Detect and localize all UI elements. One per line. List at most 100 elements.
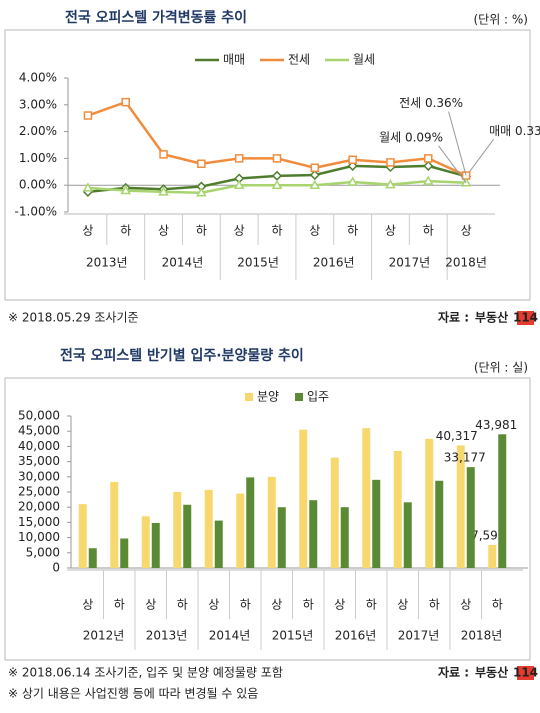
leader-line [438,145,467,184]
data-label: 40,317 [436,429,478,443]
y-tick-label: -1.00% [15,205,57,219]
group-label: 2014년 [209,629,251,643]
bar [120,538,129,568]
data-label: 전세 0.36% [399,96,463,110]
x-tick-label: 하 [120,224,131,238]
marker [386,158,395,167]
y-tick-label: 50,000 [18,409,60,423]
x-tick-label: 상 [271,598,282,612]
bar [393,450,402,568]
y-tick-label: 10,000 [18,530,60,544]
x-tick-label: 하 [347,224,358,238]
x-tick-label: 하 [303,598,314,612]
bar [277,507,286,568]
data-label: 7,599 [471,528,505,542]
group-label: 2016년 [335,629,377,643]
marker [272,154,282,163]
bar [204,489,213,568]
bar [214,520,223,568]
bar [498,434,507,568]
bar [309,500,318,568]
x-tick-label: 상 [309,224,320,238]
legend-label: 매매 [223,53,245,67]
source-logo-box [517,666,534,680]
data-label: 33,177 [444,451,486,465]
marker [197,159,206,169]
bar [330,457,339,568]
marker [271,179,283,189]
x-tick-label: 상 [385,224,396,238]
x-tick-label: 상 [82,598,93,612]
marker [82,182,94,192]
group-label: 2013년 [86,256,128,270]
y-tick-label: 40,000 [18,439,60,453]
unit-label: (단위 : %) [473,13,528,27]
bar [236,493,245,568]
group-label: 2013년 [146,629,188,643]
marker [310,163,320,173]
bar [340,507,349,568]
bar [246,477,255,568]
legend-label: 입주 [307,390,329,404]
footnote: ※ 2018.05.29 조사기준 [8,311,139,325]
x-tick-label: 상 [208,598,219,612]
unit-label: (단위 : 실) [474,361,528,375]
marker [385,179,396,189]
leader-line [465,139,494,177]
group-label: 2015년 [272,629,314,643]
y-tick-label: 45,000 [18,424,60,438]
y-tick-label: 30,000 [18,469,60,483]
source-logo-box [517,311,534,325]
bar [425,438,434,568]
chart-frame [4,377,531,661]
marker [422,175,434,185]
bar [456,445,465,568]
data-label: 43,981 [475,418,517,432]
y-tick-label: 20,000 [18,500,60,514]
y-tick-label: 15,000 [18,515,60,529]
chart-title: 전국 오피스텔 가격변동률 추이 [65,9,247,26]
bar [403,502,412,568]
marker [83,111,93,120]
x-tick-label: 상 [460,598,471,612]
marker [196,187,207,197]
bar [466,467,475,568]
y-tick-label: 4.00% [19,71,57,85]
marker [423,160,434,171]
footnote: ※ 2018.06.14 조사기준, 입주 및 분양 예정물량 포함 [8,666,283,680]
marker [347,176,358,186]
x-tick-label: 하 [114,598,125,612]
group-label: 2016년 [313,256,355,270]
x-tick-label: 하 [196,224,207,238]
bar [372,479,381,568]
x-tick-label: 하 [240,598,251,612]
bar [78,504,87,568]
y-tick-label: 1.00% [19,151,57,165]
y-tick-label: 0 [52,561,60,575]
group-label: 2017년 [389,256,431,270]
data-label: 매매 0.33% [489,124,540,138]
bar [183,504,192,568]
group-label: 2018년 [461,629,503,643]
bar [435,480,444,568]
group-label: 2015년 [237,256,279,270]
source-label: 자료 : [438,310,469,325]
bar [173,492,182,568]
marker [121,97,130,107]
y-tick-label: 35,000 [18,454,60,468]
legend-label: 전세 [288,53,310,67]
legend-swatch [295,393,303,401]
y-tick-label: 25,000 [18,485,60,499]
marker [234,154,244,163]
bar [488,544,497,568]
y-tick-label: 3.00% [19,97,57,111]
data-label: 월세 0.09% [379,130,443,144]
marker [348,155,357,164]
x-tick-label: 하 [271,224,282,238]
y-tick-label: 5,000 [26,545,60,559]
marker [158,186,169,196]
group-label: 2014년 [162,256,204,270]
chart-frame [4,29,531,301]
footnote: ※ 상기 내용은 사업진행 등에 따라 변경될 수 있음 [8,686,258,701]
